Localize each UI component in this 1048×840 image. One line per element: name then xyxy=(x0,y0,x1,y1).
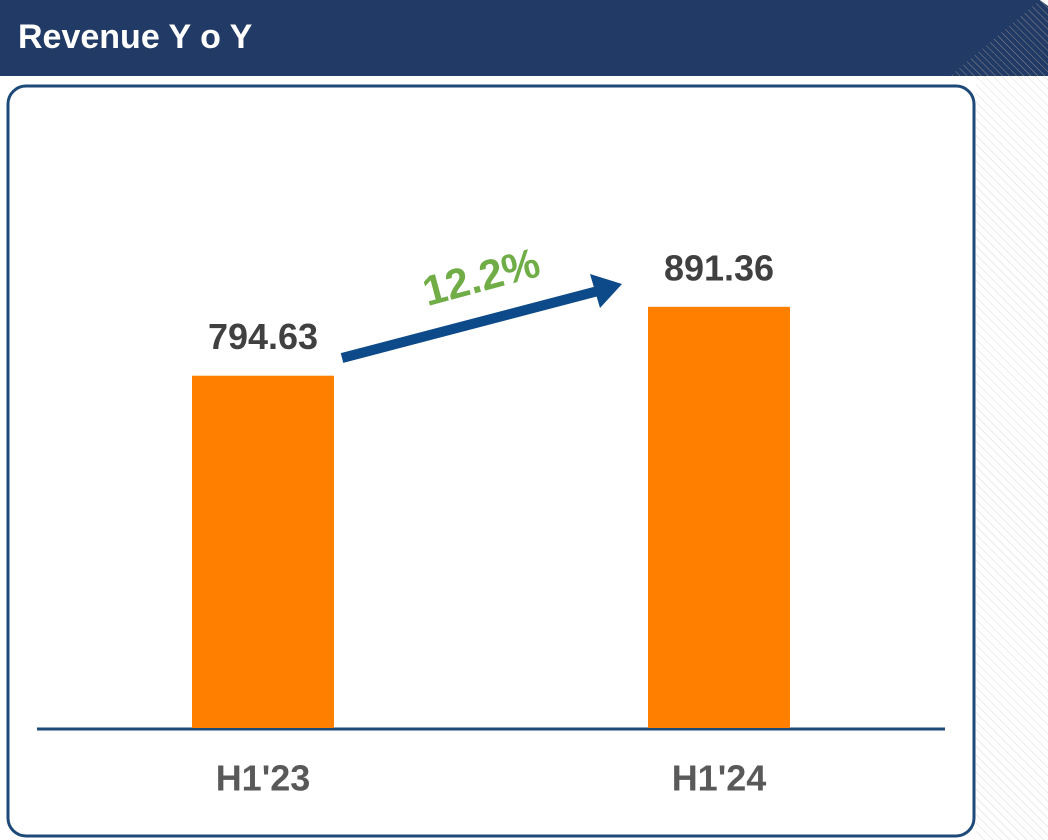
growth-arrow-head xyxy=(590,274,622,308)
header-hatch xyxy=(950,0,1048,76)
chart-title: Revenue Y o Y xyxy=(18,18,253,56)
growth-arrow xyxy=(340,286,600,363)
header-corner xyxy=(1040,0,1048,6)
value-label: 891.36 xyxy=(664,247,774,288)
header-bar xyxy=(0,0,1048,76)
bar xyxy=(648,306,790,728)
x-tick-label: H1'24 xyxy=(672,758,767,799)
x-tick-label: H1'23 xyxy=(216,758,311,799)
bar xyxy=(192,375,334,728)
panel xyxy=(6,84,976,838)
side-hatch xyxy=(976,76,1048,840)
value-label: 794.63 xyxy=(208,316,318,357)
